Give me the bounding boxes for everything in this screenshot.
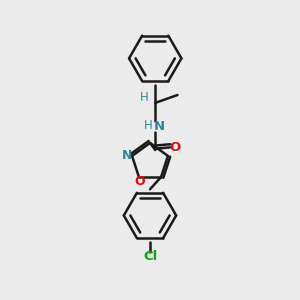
Text: H: H — [140, 91, 148, 103]
Text: Cl: Cl — [143, 250, 157, 262]
Text: N: N — [122, 149, 133, 163]
Text: O: O — [134, 175, 145, 188]
Text: H: H — [143, 118, 152, 132]
Text: N: N — [154, 120, 165, 133]
Text: O: O — [169, 141, 181, 154]
